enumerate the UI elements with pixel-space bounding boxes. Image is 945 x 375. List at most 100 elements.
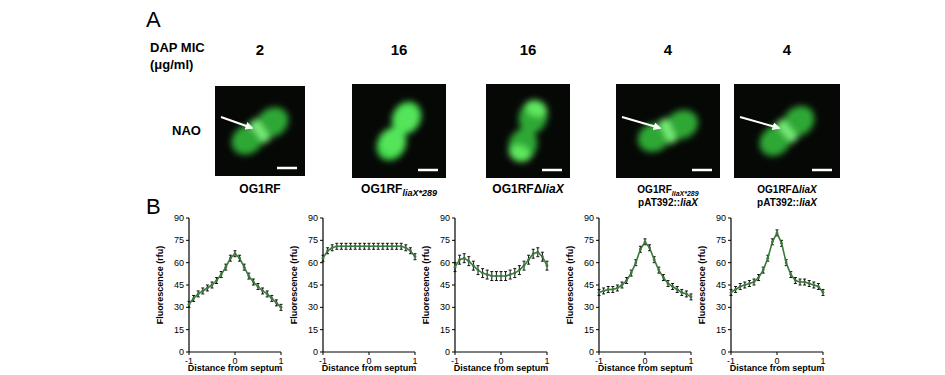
point (598, 291, 601, 294)
y-tick (320, 240, 323, 241)
error-bar (734, 286, 737, 292)
x-tick (547, 352, 548, 355)
y-tick (596, 262, 599, 263)
point (322, 257, 325, 260)
error-bar (532, 249, 535, 258)
point (414, 255, 417, 258)
point (238, 257, 241, 260)
x-tick (777, 352, 778, 355)
point (780, 242, 783, 245)
point (808, 282, 811, 285)
y-tick (186, 218, 189, 219)
error-bar (201, 288, 204, 294)
y-tick (320, 218, 323, 219)
point (368, 245, 371, 248)
strain-label: OG1RFliaX*289 (637, 184, 698, 197)
y-tick (728, 218, 731, 219)
y-tick-label: 90 (584, 213, 594, 223)
y-tick (320, 262, 323, 263)
point (270, 297, 273, 300)
point (349, 245, 352, 248)
y-tick-label: 30 (308, 302, 318, 312)
point (509, 273, 512, 276)
point (211, 284, 214, 287)
point (621, 284, 624, 287)
point (486, 273, 489, 276)
point (206, 287, 209, 290)
y-tick-label: 45 (308, 280, 318, 290)
point (363, 245, 366, 248)
point (215, 279, 218, 282)
y-tick-label: 75 (440, 235, 450, 245)
error-bar (490, 272, 493, 281)
error-bar (739, 284, 742, 290)
point (391, 245, 394, 248)
error-bar (354, 243, 357, 249)
point (676, 288, 679, 291)
strain-label: pAT392::liaX (757, 197, 818, 208)
label-part: OG1RF (239, 182, 280, 196)
error-bar (690, 294, 693, 300)
line-chart: 0153045607590-101Distance from septumFlu… (697, 213, 826, 373)
point (518, 269, 521, 272)
point (680, 291, 683, 294)
strain-label: OG1RFΔliaX (757, 184, 818, 195)
point (463, 257, 466, 260)
y-tick-label: 45 (716, 280, 726, 290)
stain-label: NAO (172, 123, 201, 138)
series-line (323, 246, 415, 258)
y-tick-label: 0 (589, 347, 594, 357)
point (495, 275, 498, 278)
line-chart: 0153045607590-101Distance from septumFlu… (289, 213, 418, 373)
x-axis-label: Distance from septum (188, 363, 283, 373)
point (685, 293, 688, 296)
point (611, 288, 614, 291)
x-axis-label: Distance from septum (730, 363, 825, 373)
point (630, 272, 633, 275)
point (340, 245, 343, 248)
y-tick-label: 30 (716, 302, 726, 312)
point (358, 245, 361, 248)
point (201, 290, 204, 293)
point (280, 306, 283, 309)
micrograph (616, 84, 720, 178)
y-tick-label: 0 (721, 347, 726, 357)
point (243, 266, 246, 269)
error-bar (602, 288, 605, 294)
point (527, 258, 530, 261)
error-bar (518, 266, 521, 275)
plot-data (598, 239, 693, 300)
error-bar (536, 248, 539, 257)
point (812, 284, 815, 287)
error-bar (477, 266, 480, 275)
y-tick (186, 240, 189, 241)
label-part: pAT392:: (757, 197, 799, 208)
label-part: pAT392:: (638, 197, 680, 208)
x-tick (731, 352, 732, 355)
point (690, 296, 693, 299)
error-bar (363, 243, 366, 249)
micrograph (215, 86, 305, 176)
point (546, 264, 549, 267)
y-tick-label: 45 (440, 280, 450, 290)
point (743, 284, 746, 287)
point (481, 272, 484, 275)
point (513, 272, 516, 275)
point (409, 249, 412, 252)
y-tick (452, 240, 455, 241)
y-tick-label: 60 (716, 258, 726, 268)
error-bar (368, 243, 371, 249)
point (532, 252, 535, 255)
error-bar (400, 243, 403, 249)
x-tick (369, 352, 370, 355)
line-chart: 0153045607590-101Distance from septumFlu… (155, 213, 284, 373)
x-tick (323, 352, 324, 355)
label-part: liaX (799, 184, 818, 195)
y-axis-label: Fluorescence (rfu) (155, 246, 165, 325)
point (275, 301, 278, 304)
point (766, 257, 769, 260)
point (657, 269, 660, 272)
point (748, 282, 751, 285)
error-bar (509, 270, 512, 279)
point (644, 240, 647, 243)
